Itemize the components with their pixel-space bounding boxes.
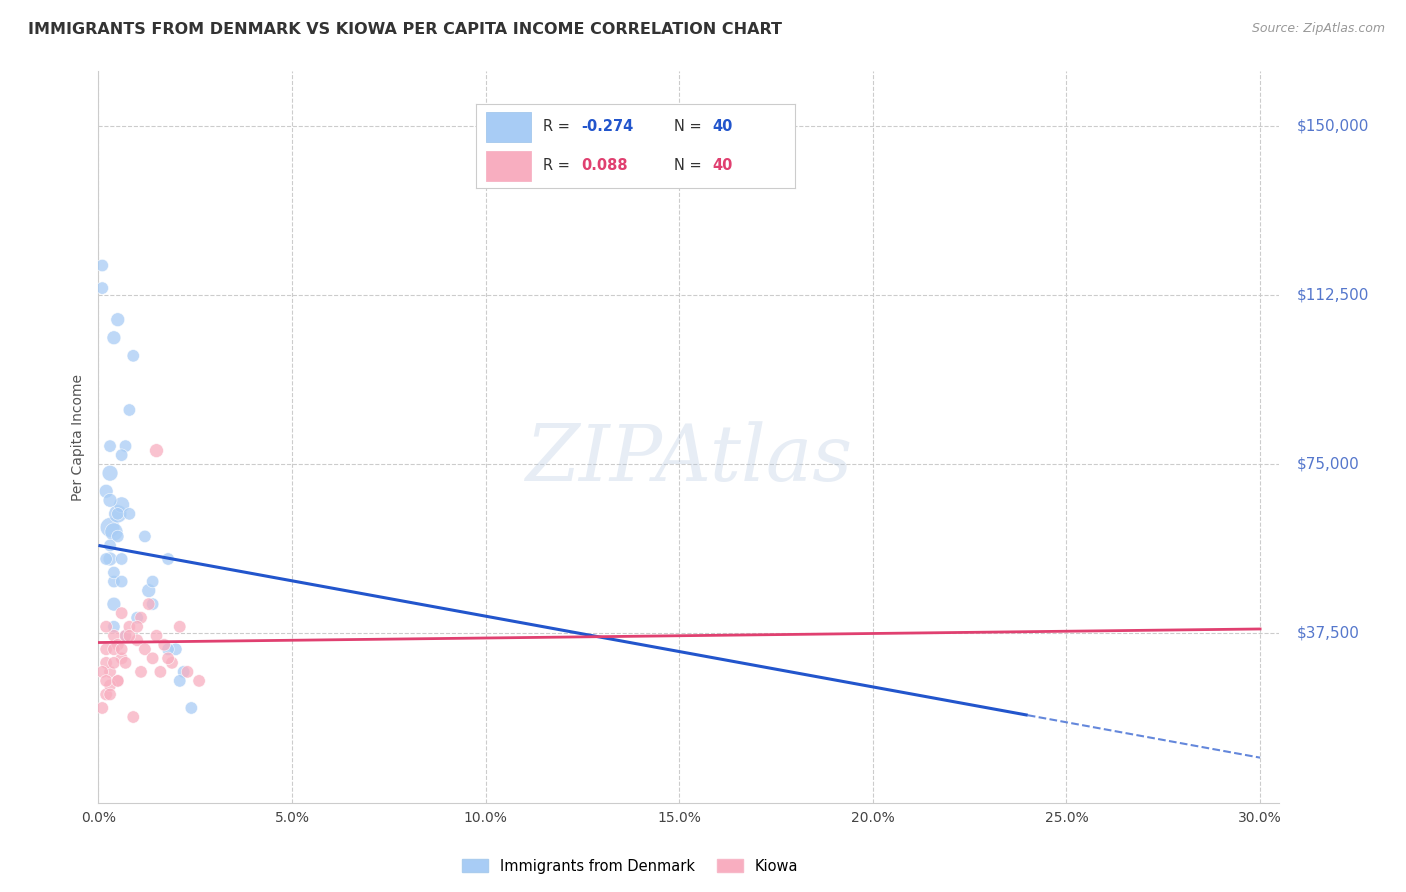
- Point: [157, 552, 180, 566]
- Point: [127, 620, 149, 634]
- Point: [129, 610, 152, 624]
- Point: [129, 665, 152, 679]
- Point: [91, 281, 114, 295]
- Text: Source: ZipAtlas.com: Source: ZipAtlas.com: [1251, 22, 1385, 36]
- Point: [188, 673, 211, 688]
- Point: [127, 610, 149, 624]
- Point: [176, 665, 198, 679]
- Text: IMMIGRANTS FROM DENMARK VS KIOWA PER CAPITA INCOME CORRELATION CHART: IMMIGRANTS FROM DENMARK VS KIOWA PER CAP…: [28, 22, 782, 37]
- Point: [118, 507, 141, 521]
- Point: [180, 701, 202, 715]
- Point: [111, 498, 134, 512]
- Point: [134, 529, 156, 543]
- Point: [91, 665, 114, 679]
- Text: ZIPAtlas: ZIPAtlas: [526, 421, 852, 497]
- Point: [114, 629, 136, 643]
- Point: [111, 606, 134, 620]
- Text: $112,500: $112,500: [1298, 287, 1369, 302]
- Point: [98, 552, 121, 566]
- Point: [142, 651, 165, 665]
- Point: [96, 552, 118, 566]
- Point: [98, 466, 121, 480]
- Point: [103, 597, 125, 611]
- Point: [111, 574, 134, 589]
- Point: [134, 642, 156, 657]
- Point: [103, 629, 125, 643]
- Point: [103, 656, 125, 670]
- Point: [165, 642, 187, 657]
- Point: [138, 597, 160, 611]
- Point: [122, 710, 145, 724]
- Text: $37,500: $37,500: [1298, 626, 1360, 641]
- Point: [169, 620, 191, 634]
- Point: [103, 620, 125, 634]
- Point: [103, 642, 125, 657]
- Point: [118, 403, 141, 417]
- Point: [103, 331, 125, 345]
- Point: [91, 701, 114, 715]
- Point: [111, 552, 134, 566]
- Point: [103, 574, 125, 589]
- Point: [149, 665, 172, 679]
- Point: [107, 507, 129, 521]
- Point: [103, 524, 125, 539]
- Point: [122, 349, 145, 363]
- Point: [145, 629, 167, 643]
- Point: [98, 493, 121, 508]
- Point: [160, 656, 183, 670]
- Point: [153, 638, 176, 652]
- Point: [111, 448, 134, 462]
- Point: [98, 538, 121, 552]
- Legend: Immigrants from Denmark, Kiowa: Immigrants from Denmark, Kiowa: [456, 853, 804, 880]
- Point: [98, 439, 121, 453]
- Point: [114, 439, 136, 453]
- Point: [96, 656, 118, 670]
- Point: [111, 651, 134, 665]
- Text: $75,000: $75,000: [1298, 457, 1360, 472]
- Point: [157, 651, 180, 665]
- Point: [157, 642, 180, 657]
- Point: [138, 583, 160, 598]
- Point: [98, 520, 121, 534]
- Point: [107, 312, 129, 326]
- Point: [118, 620, 141, 634]
- Point: [142, 597, 165, 611]
- Point: [96, 620, 118, 634]
- Point: [107, 507, 129, 521]
- Text: $150,000: $150,000: [1298, 118, 1369, 133]
- Point: [103, 566, 125, 580]
- Point: [169, 673, 191, 688]
- Point: [107, 529, 129, 543]
- Point: [107, 638, 129, 652]
- Point: [107, 673, 129, 688]
- Point: [98, 678, 121, 692]
- Point: [173, 665, 195, 679]
- Point: [96, 642, 118, 657]
- Point: [145, 443, 167, 458]
- Point: [107, 673, 129, 688]
- Point: [118, 629, 141, 643]
- Point: [96, 484, 118, 499]
- Point: [98, 665, 121, 679]
- Y-axis label: Per Capita Income: Per Capita Income: [72, 374, 86, 500]
- Point: [96, 673, 118, 688]
- Point: [114, 629, 136, 643]
- Point: [96, 688, 118, 702]
- Point: [142, 574, 165, 589]
- Point: [114, 656, 136, 670]
- Point: [127, 633, 149, 648]
- Point: [98, 688, 121, 702]
- Point: [91, 259, 114, 273]
- Point: [111, 642, 134, 657]
